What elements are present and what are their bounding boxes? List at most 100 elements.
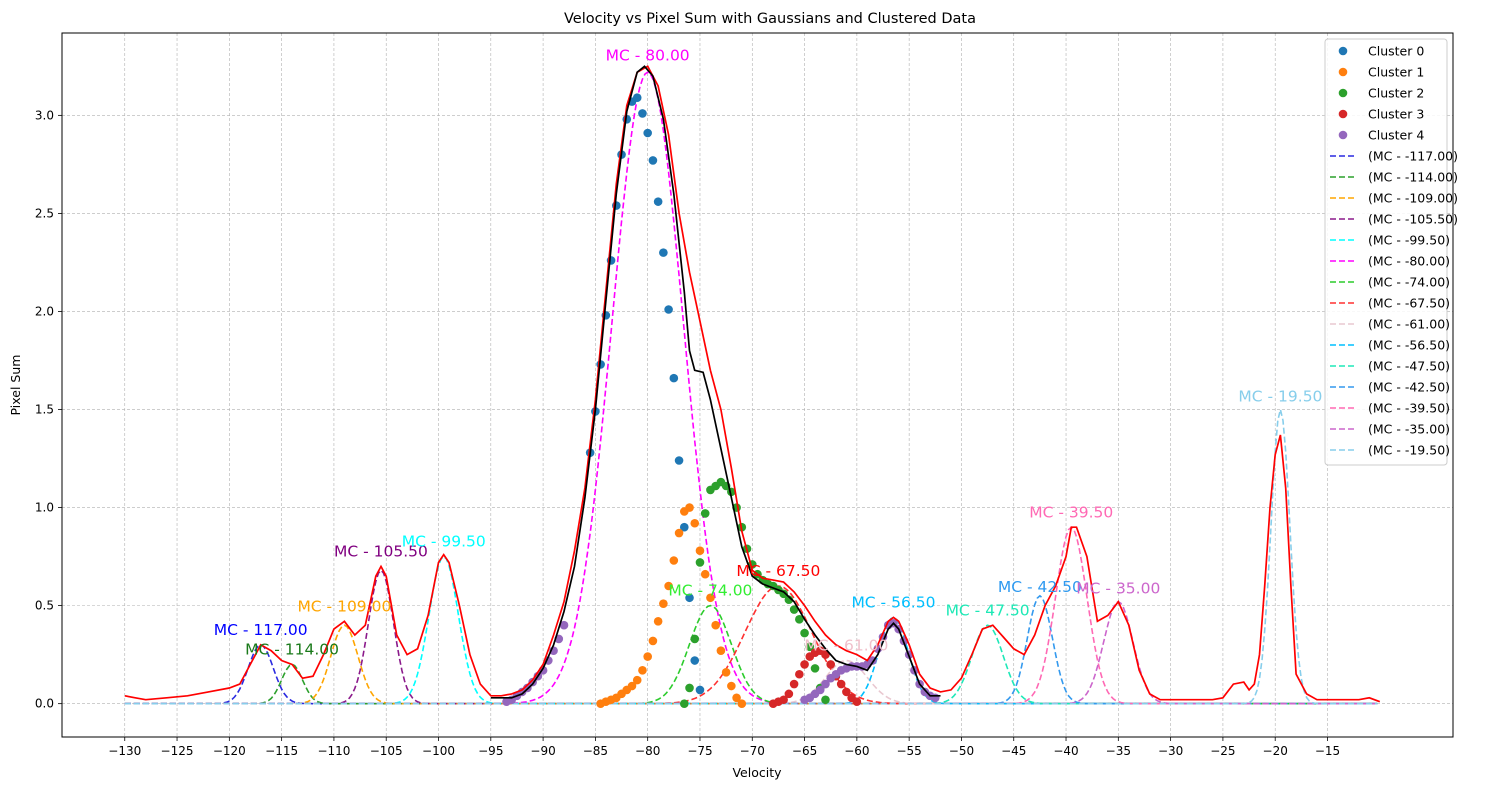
cluster-point [810, 664, 820, 673]
cluster-point [632, 93, 642, 103]
x-tick-label: −50 [949, 744, 974, 758]
y-tick-label: 1.0 [35, 501, 54, 515]
peak-annotations: MC - 117.00 MC - 114.00 MC - 109.00 MC - 10… [214, 46, 1323, 658]
legend-label: Cluster 3 [1368, 107, 1424, 122]
legend-marker [1338, 46, 1348, 56]
x-axis-label: Velocity [732, 765, 782, 780]
cluster-point [679, 522, 689, 532]
cluster-point [685, 593, 694, 603]
cluster-point [727, 681, 736, 691]
x-tick-label: −75 [687, 744, 712, 758]
black-fit-line [490, 65, 941, 699]
cluster-point [653, 617, 663, 626]
cluster-point [695, 546, 705, 556]
cluster-point [732, 693, 741, 703]
cluster-point [789, 605, 799, 614]
legend-label: (MC - -67.50) [1368, 296, 1450, 311]
cluster-point [559, 620, 569, 630]
cluster-point [659, 248, 668, 257]
legend-label: (MC - -56.50) [1368, 338, 1450, 353]
cluster-point [627, 681, 637, 691]
cluster-point [674, 528, 684, 538]
cluster-point [669, 373, 679, 383]
legend-label: (MC - -99.50) [1368, 233, 1450, 248]
cluster-point [784, 595, 794, 605]
cluster-point [690, 518, 700, 528]
cluster-point [836, 679, 846, 689]
gaussian-curves [124, 71, 1378, 705]
peak-annotation: MC - 56.50 [851, 593, 935, 611]
peak-annotation: MC - 42.50 [998, 578, 1082, 596]
peak-annotation: MC - 114.00 [245, 641, 339, 659]
y-tick-label: 1.5 [35, 403, 54, 417]
legend-label: Cluster 4 [1368, 128, 1424, 143]
legend-label: (MC - -61.00) [1368, 317, 1450, 332]
legend-marker [1338, 88, 1348, 98]
cluster-point [643, 652, 652, 661]
x-tick-label: −85 [583, 744, 608, 758]
legend-label: (MC - -35.00) [1368, 422, 1450, 437]
legend-label: Cluster 2 [1368, 86, 1424, 101]
legend-marker [1338, 109, 1348, 119]
gaussian-curve [124, 409, 1378, 705]
cluster-point [800, 660, 809, 669]
cluster-point [795, 615, 804, 624]
cluster-point [721, 667, 731, 677]
x-tick-label: −20 [1263, 744, 1288, 758]
y-axis-ticks: 0.0 0.5 1.0 1.5 2.0 2.5 3.0 [35, 108, 62, 711]
red-sum-line [124, 65, 1381, 703]
cluster-point [643, 128, 652, 138]
x-tick-label: −90 [530, 744, 555, 758]
cluster-point [669, 556, 679, 565]
cluster-point [842, 687, 851, 697]
x-tick-label: −45 [1001, 744, 1026, 758]
cluster-point [784, 689, 794, 699]
gaussian-curve [124, 616, 1378, 705]
cluster-point [674, 456, 684, 465]
x-tick-label: −100 [422, 744, 455, 758]
cluster-point [826, 660, 836, 669]
x-tick-label: −80 [635, 744, 660, 758]
x-tick-label: −125 [161, 744, 194, 758]
cluster-point [638, 666, 647, 675]
legend-label: (MC - -19.50) [1368, 443, 1450, 458]
peak-annotation: MC - 105.50 [334, 542, 428, 560]
cluster-point [638, 109, 647, 118]
gaussian-curve [124, 624, 1378, 705]
cluster-point [653, 197, 663, 206]
peak-annotation: MC - 74.00 [668, 582, 752, 600]
cluster-point [821, 650, 830, 659]
x-tick-label: −65 [792, 744, 817, 758]
x-tick-label: −110 [317, 744, 350, 758]
x-tick-label: −70 [740, 744, 765, 758]
peak-annotation: MC - 117.00 [214, 621, 308, 639]
chart-title: Velocity vs Pixel Sum with Gaussians and… [564, 11, 976, 27]
x-tick-label: −30 [1158, 744, 1183, 758]
peak-annotation: MC - 61.00 [804, 637, 888, 655]
cluster-point [805, 642, 815, 652]
peak-annotation: MC - 67.50 [736, 562, 820, 580]
legend-label: (MC - -42.50) [1368, 380, 1450, 395]
cluster-point [795, 669, 804, 679]
cluster-point [789, 679, 799, 689]
cluster-point [800, 628, 809, 638]
x-axis-ticks: −130 −125 −120 −115 −110 −105 −100 −95 −90 −85 −80… [108, 737, 1340, 758]
cluster-point [930, 693, 940, 703]
legend-label: (MC - -47.50) [1368, 359, 1450, 374]
cluster-point [664, 305, 673, 314]
y-axis-label: Pixel Sum [8, 355, 23, 416]
peak-annotation: MC - 39.50 [1029, 503, 1113, 521]
y-tick-label: 2.0 [35, 304, 54, 318]
cluster-point [706, 593, 715, 603]
y-tick-label: 3.0 [35, 108, 54, 122]
x-tick-label: −40 [1053, 744, 1078, 758]
y-tick-label: 0.0 [35, 697, 54, 711]
x-tick-label: −95 [478, 744, 503, 758]
cluster-point [632, 675, 642, 685]
cluster-point [690, 656, 700, 665]
cluster-point [711, 620, 720, 630]
gaussian-curve [124, 624, 1378, 705]
x-tick-label: −130 [108, 744, 141, 758]
peak-annotation: MC - 109.00 [297, 597, 391, 615]
